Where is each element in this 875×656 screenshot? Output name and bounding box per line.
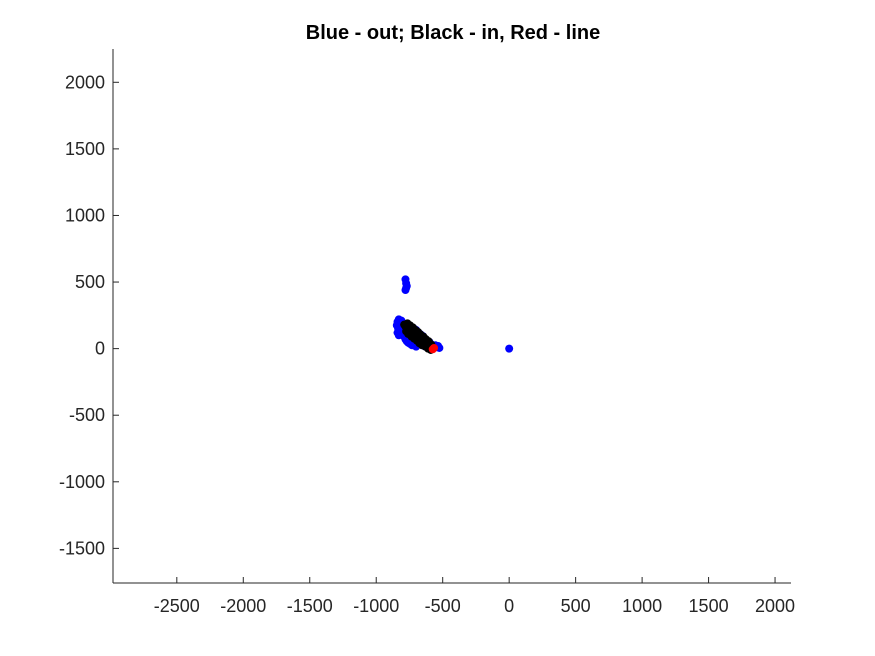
x-tick-label: -1000 [353,596,399,616]
y-tick-label: 1000 [65,205,105,225]
x-tick-label: -2500 [154,596,200,616]
y-tick-label: -1500 [59,538,105,558]
data-point-in [421,342,430,351]
x-tick-label: 2000 [755,596,795,616]
x-tick-label: -1500 [287,596,333,616]
x-tick-label: -500 [425,596,461,616]
y-tick-label: 0 [95,339,105,359]
y-tick-label: 2000 [65,72,105,92]
x-tick-label: 1500 [689,596,729,616]
x-tick-label: 500 [561,596,591,616]
x-tick-label: 1000 [622,596,662,616]
x-tick-label: -2000 [220,596,266,616]
data-point-out [505,344,514,353]
data-point-line [430,343,439,352]
y-tick-label: 1500 [65,139,105,159]
x-tick-label: 0 [504,596,514,616]
data-points [392,275,514,354]
y-tick-label: -1000 [59,472,105,492]
y-tick-label: 500 [75,272,105,292]
chart-title: Blue - out; Black - in, Red - line [306,22,600,44]
axes: -2500 -2000 -1500 -1000 -500 0 500 1000 1500 2000… [59,49,795,616]
data-point-out [402,284,411,293]
y-tick-label: -500 [69,405,105,425]
